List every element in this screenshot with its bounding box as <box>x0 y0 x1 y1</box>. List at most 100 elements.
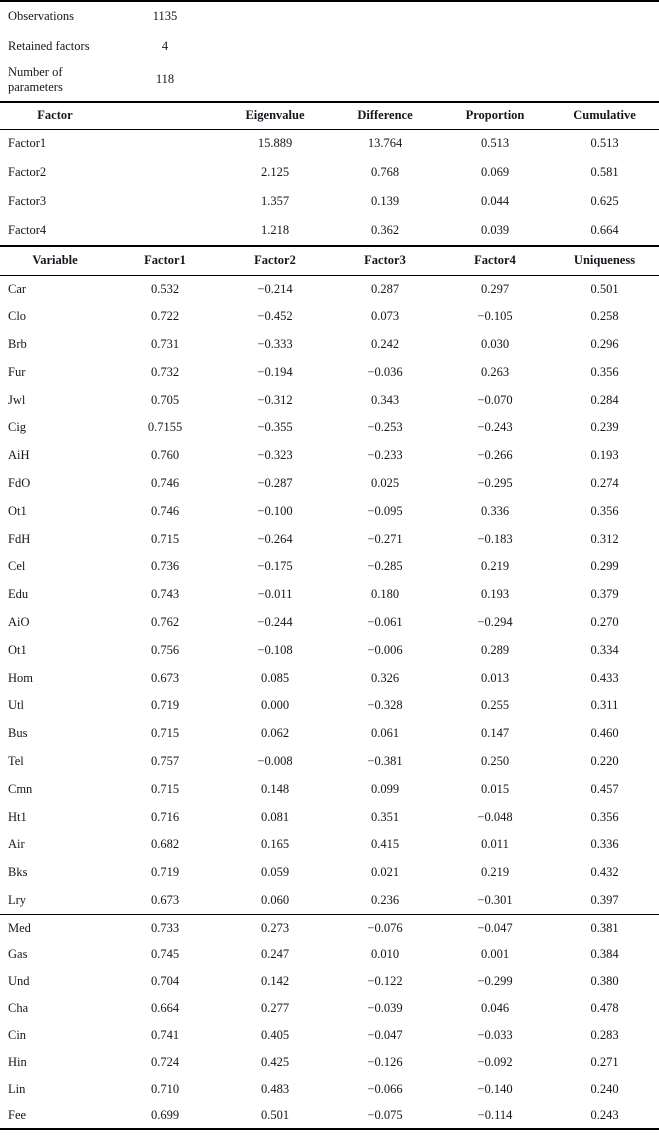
cell-factor2: 0.425 <box>260 1054 290 1069</box>
cell-uniqueness: 0.432 <box>590 865 619 880</box>
table-row: Cin 0.741 0.405 −0.047 −0.033 0.283 <box>0 1022 659 1049</box>
cell-factor4: −0.299 <box>477 974 513 989</box>
table-row: Ht1 0.716 0.081 0.351 −0.048 0.356 <box>0 803 659 831</box>
cell-uniqueness: 0.356 <box>590 809 619 824</box>
cell-factor2: −0.194 <box>257 364 293 379</box>
cell-factor3: 0.099 <box>370 781 400 796</box>
cell-cumulative: 0.625 <box>590 194 619 208</box>
cell-factor4: 0.013 <box>480 670 510 685</box>
row-label: Bus <box>8 726 28 741</box>
row-label: Cin <box>8 1027 27 1042</box>
row-label: Fee <box>8 1108 27 1122</box>
table-row: FdH 0.715 −0.264 −0.271 −0.183 0.312 <box>0 525 659 553</box>
cell-factor3: −0.126 <box>367 1054 403 1069</box>
cell-factor3: −0.075 <box>367 1108 403 1122</box>
cell-uniqueness: 0.356 <box>590 364 619 379</box>
cell-factor4: 0.289 <box>480 642 510 657</box>
cell-factor1: 0.736 <box>150 559 180 574</box>
cell-factor3: 0.242 <box>370 336 400 351</box>
cell-factor2: −0.008 <box>257 753 293 768</box>
cell-factor4: 0.001 <box>480 947 510 962</box>
cell-factor1: 0.760 <box>150 448 180 463</box>
cell-uniqueness: 0.381 <box>590 920 619 935</box>
cell-factor2: 0.247 <box>260 947 290 962</box>
cell-factor4: −0.092 <box>477 1054 513 1069</box>
cell-eigenvalue: 2.125 <box>260 165 290 179</box>
cell-uniqueness: 0.299 <box>590 559 619 574</box>
cell-factor4: −0.183 <box>477 531 513 546</box>
cell-uniqueness: 0.243 <box>590 1108 619 1122</box>
cell-factor1: 0.762 <box>150 614 180 629</box>
row-label: Hin <box>8 1054 27 1069</box>
cell-factor1: 0.532 <box>150 281 180 296</box>
table-row: Factor1 15.889 13.764 0.513 0.513 <box>0 129 659 158</box>
cell-factor1: 0.722 <box>150 309 180 324</box>
cell-uniqueness: 0.501 <box>590 281 619 296</box>
row-label: Factor2 <box>8 165 47 179</box>
row-label: Lin <box>8 1081 26 1096</box>
cell-factor2: 0.000 <box>260 698 290 713</box>
row-label: FdO <box>8 475 31 490</box>
loadings-header-row: Variable Factor1 Factor2 Factor3 Factor4… <box>0 246 659 275</box>
cell-factor1: 0.704 <box>150 974 180 989</box>
cell-factor2: −0.011 <box>257 587 293 602</box>
table-row: Factor2 2.125 0.768 0.069 0.581 <box>0 158 659 187</box>
cell-factor1: 0.743 <box>150 587 180 602</box>
cell-uniqueness: 0.380 <box>590 974 619 989</box>
cell-factor2: −0.452 <box>257 309 293 324</box>
model-summary-table: Observations 1135 Retained factors 4 Num… <box>0 0 659 101</box>
cell-factor2: 0.081 <box>260 809 290 824</box>
row-label: Car <box>8 281 27 296</box>
cell-factor1: 0.673 <box>150 892 180 907</box>
cell-factor3: 0.415 <box>370 837 400 852</box>
row-label: Factor3 <box>8 194 47 208</box>
cell-uniqueness: 0.336 <box>590 837 619 852</box>
cell-uniqueness: 0.457 <box>590 781 619 796</box>
cell-factor2: 0.085 <box>260 670 290 685</box>
cell-factor1: 0.7155 <box>147 420 183 435</box>
cell-factor3: 0.025 <box>370 475 400 490</box>
cell-factor1: 0.719 <box>150 698 180 713</box>
cell-uniqueness: 0.220 <box>590 753 619 768</box>
cell-uniqueness: 0.258 <box>590 309 619 324</box>
cell-factor3: 0.287 <box>370 281 400 296</box>
header-difference: Difference <box>357 108 413 123</box>
table-row: Edu 0.743 −0.011 0.180 0.193 0.379 <box>0 581 659 609</box>
cell-uniqueness: 0.478 <box>590 1000 619 1015</box>
cell-uniqueness: 0.379 <box>590 587 619 602</box>
cell-factor1: 0.757 <box>150 753 180 768</box>
cell-difference: 13.764 <box>367 136 403 151</box>
cell-factor4: 0.297 <box>480 281 510 296</box>
row-label: Jwl <box>8 392 26 407</box>
cell-proportion: 0.039 <box>480 223 510 237</box>
cell-factor1: 0.745 <box>150 947 180 962</box>
cell-factor3: 0.180 <box>370 587 400 602</box>
summary-row-observations: Observations 1135 <box>0 1 659 31</box>
cell-factor4: 0.255 <box>480 698 510 713</box>
table-row: Bus 0.715 0.062 0.061 0.147 0.460 <box>0 720 659 748</box>
cell-uniqueness: 0.271 <box>590 1054 619 1069</box>
cell-factor3: 0.326 <box>370 670 400 685</box>
cell-factor3: 0.351 <box>370 809 400 824</box>
cell-factor3: −0.381 <box>367 753 403 768</box>
cell-factor1: 0.699 <box>150 1108 180 1122</box>
eigenvalue-header-row: Factor Eigenvalue Difference Proportion … <box>0 102 659 129</box>
cell-factor4: 0.336 <box>480 503 510 518</box>
table-row: Gas 0.745 0.247 0.010 0.001 0.384 <box>0 941 659 968</box>
cell-factor4: −0.266 <box>477 448 513 463</box>
cell-cumulative: 0.664 <box>590 223 619 237</box>
cell-factor1: 0.715 <box>150 531 180 546</box>
cell-eigenvalue: 1.218 <box>260 223 290 237</box>
cell-factor1: 0.733 <box>150 920 180 935</box>
header-uniqueness: Uniqueness <box>573 253 636 268</box>
cell-factor2: −0.264 <box>257 531 293 546</box>
cell-factor3: −0.285 <box>367 559 403 574</box>
row-label: AiO <box>8 614 30 629</box>
cell-factor2: −0.333 <box>257 336 293 351</box>
cell-factor1: 0.673 <box>150 670 180 685</box>
summary-value: 118 <box>155 72 175 87</box>
table-row: AiH 0.760 −0.323 −0.233 −0.266 0.193 <box>0 442 659 470</box>
table-row: AiO 0.762 −0.244 −0.061 −0.294 0.270 <box>0 609 659 637</box>
row-label: Factor1 <box>8 136 47 151</box>
cell-factor3: −0.061 <box>367 614 403 629</box>
